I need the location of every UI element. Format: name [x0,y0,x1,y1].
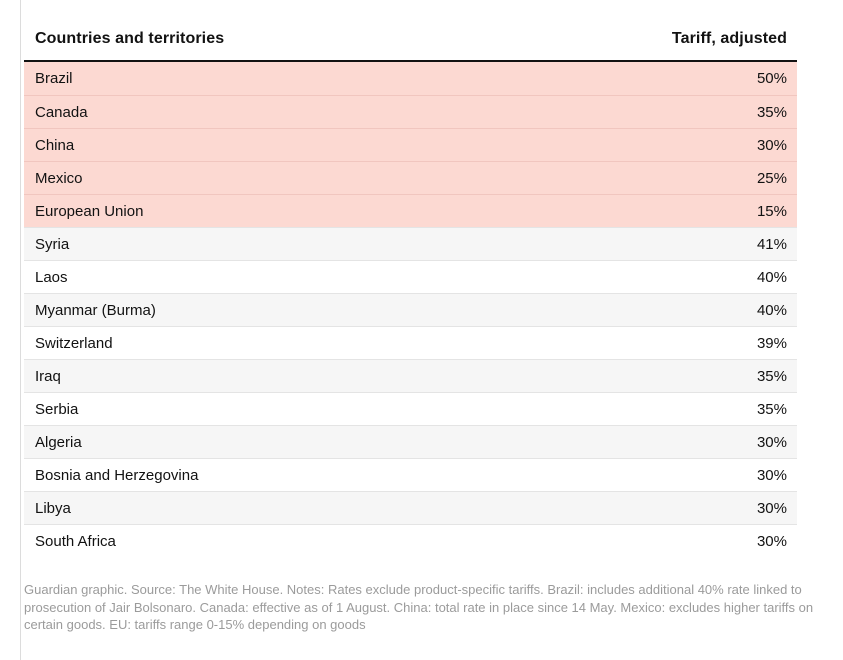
table-row: European Union 15% [24,194,797,227]
country-name: Switzerland [35,334,113,352]
tariff-value: 40% [756,301,787,319]
tariff-value: 30% [756,136,787,154]
tariff-value: 50% [756,70,787,87]
country-name: Bosnia and Herzegovina [35,466,199,484]
table-row: Bosnia and Herzegovina 30% [24,458,797,491]
country-name: Mexico [35,169,83,187]
table-row: South Africa 30% [24,524,797,557]
table-row: Serbia 35% [24,392,797,425]
country-name: Serbia [35,400,79,418]
tariff-value: 30% [756,499,787,517]
tariff-value: 30% [756,532,787,550]
tariff-table: Countries and territories Tariff, adjust… [24,0,797,557]
tariff-value: 41% [756,235,787,253]
country-name: Syria [35,235,70,253]
country-name: Algeria [35,433,82,451]
country-name: China [35,136,75,154]
tariff-value: 25% [756,169,787,187]
table-row: Iraq 35% [24,359,797,392]
country-name: Canada [35,103,88,121]
tariff-value: 30% [756,433,787,451]
country-name: Brazil [35,70,73,87]
embed-left-border [20,0,21,660]
tariff-value: 30% [756,466,787,484]
table-row: Brazil 50% [24,62,797,95]
table-row: Laos 40% [24,260,797,293]
table-row: China 30% [24,128,797,161]
tariff-value: 35% [756,400,787,418]
table-row: Syria 41% [24,227,797,260]
table-row: Mexico 25% [24,161,797,194]
tariff-value: 35% [756,103,787,121]
table-row: Libya 30% [24,491,797,524]
tariff-value: 35% [756,367,787,385]
tariff-value: 15% [756,202,787,220]
column-header-countries: Countries and territories [35,30,225,47]
country-name: South Africa [35,532,116,550]
table-row: Canada 35% [24,95,797,128]
country-name: Laos [35,268,68,286]
tariff-table-graphic: Countries and territories Tariff, adjust… [24,0,821,634]
table-row: Algeria 30% [24,425,797,458]
country-name: Iraq [35,367,61,385]
country-name: European Union [35,202,144,220]
column-header-tariff: Tariff, adjusted [671,30,787,47]
table-row: Switzerland 39% [24,326,797,359]
table-row: Myanmar (Burma) 40% [24,293,797,326]
tariff-value: 39% [756,334,787,352]
table-body: Brazil 50% Canada 35% China 30% Mexico 25% Europ… [24,62,797,557]
footnote: Guardian graphic. Source: The White Hous… [24,582,814,632]
country-name: Myanmar (Burma) [35,301,156,319]
table-header-row: Countries and territories Tariff, adjust… [24,0,797,62]
country-name: Libya [35,499,71,517]
tariff-value: 40% [756,268,787,286]
